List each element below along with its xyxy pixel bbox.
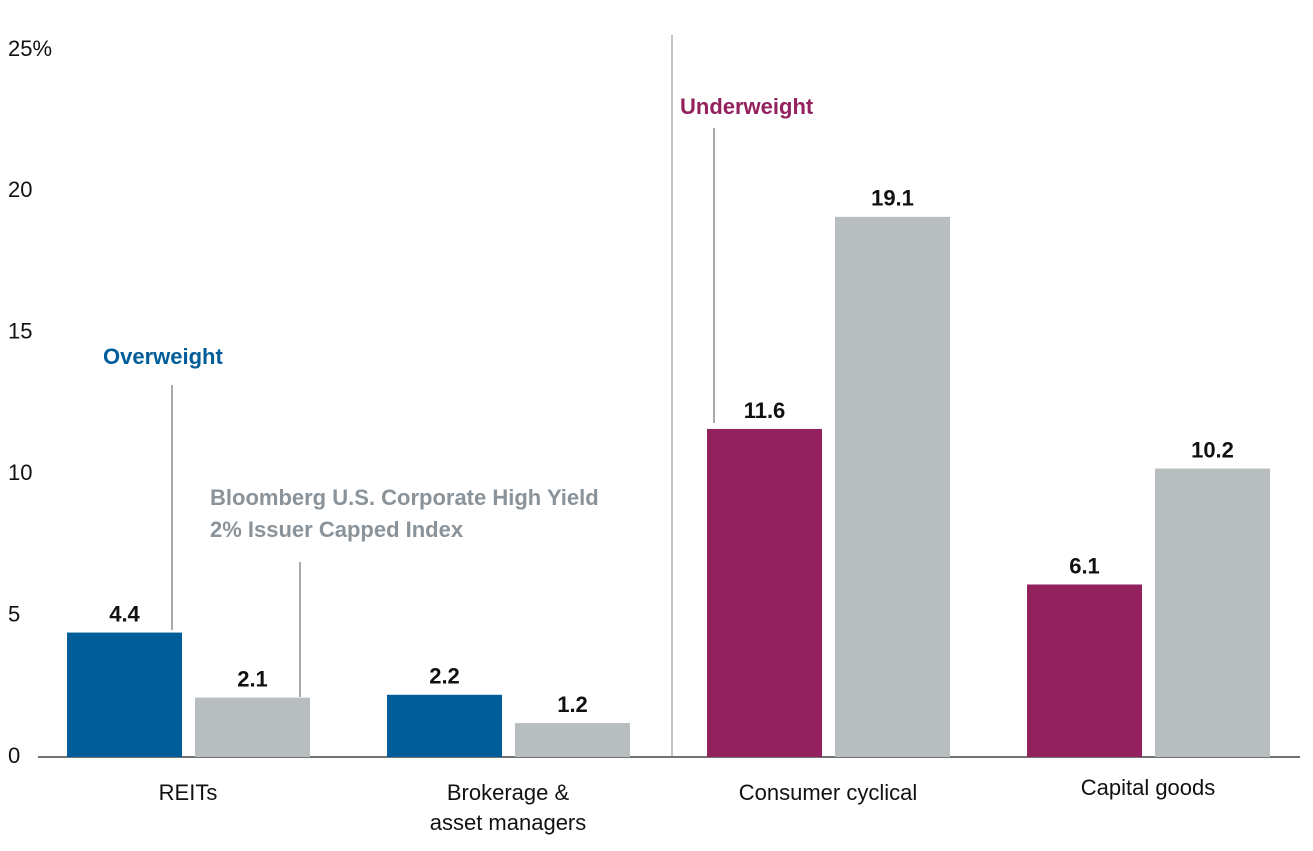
legend-label: Bloomberg U.S. Corporate High Yield 2% I… — [210, 485, 599, 542]
x-tick-label: REITs — [158, 780, 218, 805]
value-label: 2.2 — [429, 664, 460, 689]
y-tick-label: 25% — [8, 36, 52, 61]
y-tick-label: 5 — [8, 601, 20, 626]
value-label: 2.1 — [237, 666, 268, 691]
value-label: 4.4 — [109, 601, 140, 626]
value-label: 10.2 — [1191, 437, 1234, 462]
value-label: 6.1 — [1069, 553, 1100, 578]
y-tick-label: 20 — [8, 177, 32, 202]
bar — [1155, 468, 1270, 757]
y-tick-label: 10 — [8, 460, 32, 485]
y-tick-label: 15 — [8, 319, 32, 344]
bar — [1027, 584, 1142, 757]
y-tick-label: 0 — [8, 743, 20, 768]
bar — [515, 723, 630, 757]
bar — [195, 697, 310, 757]
annotation: Overweight — [103, 344, 223, 369]
value-label: 11.6 — [744, 398, 786, 423]
bar — [67, 632, 182, 757]
value-label: 1.2 — [557, 692, 588, 717]
x-tick-label: Capital goods — [1080, 775, 1216, 800]
bar — [835, 216, 950, 758]
bar — [387, 694, 502, 757]
bar — [707, 428, 822, 757]
annotation: Underweight — [680, 94, 814, 119]
x-tick-label: Brokerage & asset managers — [429, 780, 587, 835]
x-tick-label: Consumer cyclical — [738, 780, 918, 805]
value-label: 19.1 — [871, 186, 914, 211]
